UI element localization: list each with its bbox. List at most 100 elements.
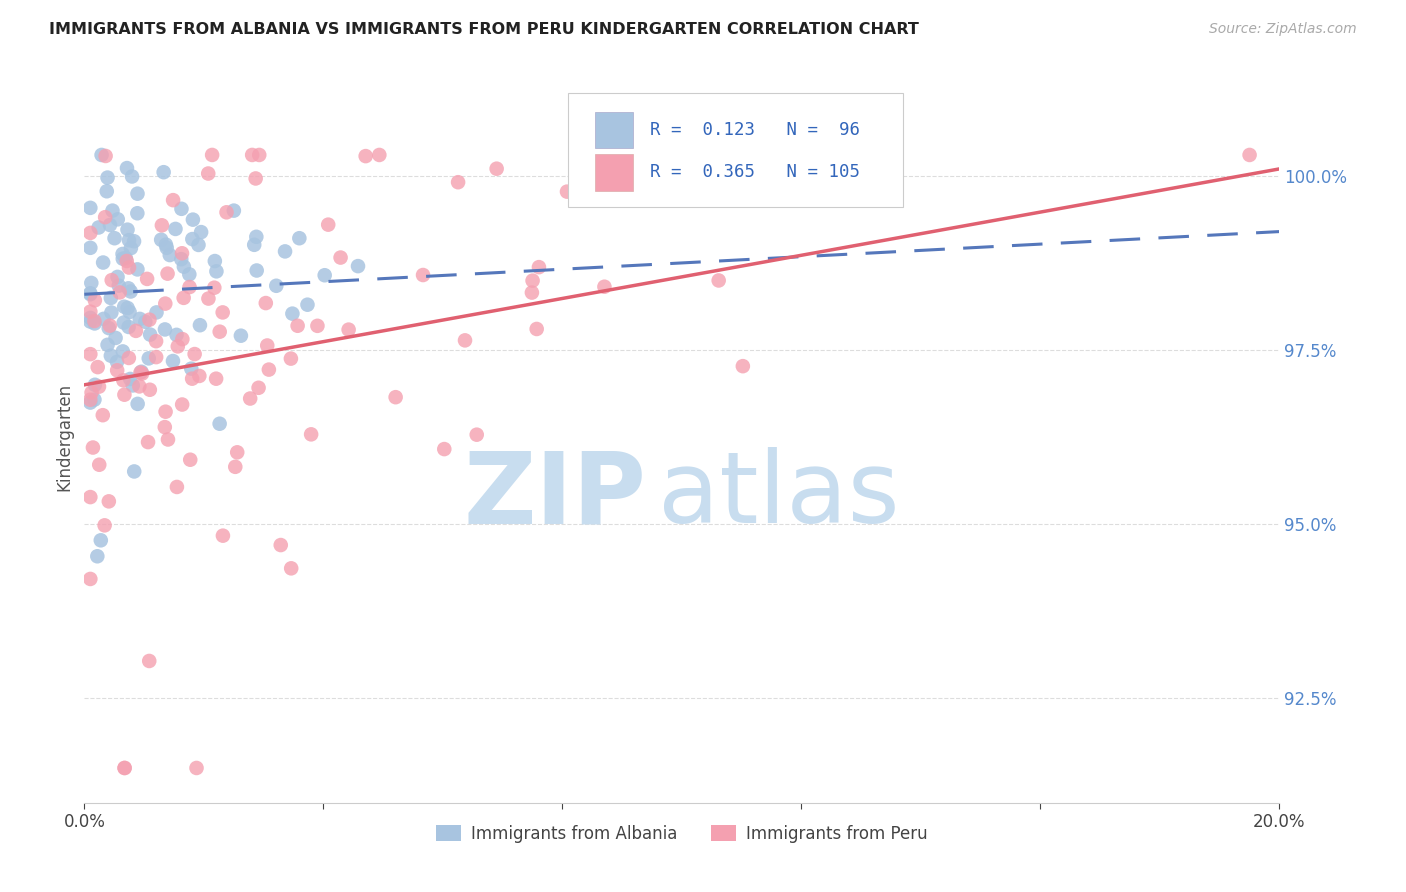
- Point: [127, 206, 149, 220]
- Point: [127, 397, 149, 411]
- Point: [145, 334, 167, 348]
- Point: [79, 201, 101, 215]
- Point: [156, 241, 179, 255]
- Point: [211, 305, 233, 319]
- Point: [166, 339, 188, 353]
- Point: [122, 465, 145, 479]
- Point: [165, 222, 187, 236]
- Point: [121, 378, 143, 392]
- Point: [181, 212, 204, 227]
- Point: [155, 405, 177, 419]
- Point: [79, 241, 101, 255]
- Point: [79, 395, 101, 409]
- Point: [117, 320, 139, 334]
- Point: [245, 229, 267, 244]
- Point: [179, 452, 201, 467]
- Point: [172, 398, 194, 412]
- Text: Source: ZipAtlas.com: Source: ZipAtlas.com: [1209, 22, 1357, 37]
- Point: [138, 654, 160, 668]
- Point: [155, 296, 177, 310]
- Point: [316, 218, 339, 232]
- Point: [156, 433, 179, 447]
- Point: [90, 533, 112, 548]
- Point: [118, 305, 141, 319]
- Point: [270, 538, 292, 552]
- Text: atlas: atlas: [658, 447, 900, 544]
- Point: [111, 252, 134, 266]
- Point: [329, 251, 352, 265]
- Point: [179, 268, 201, 282]
- Point: [108, 285, 131, 300]
- Point: [447, 175, 470, 189]
- Point: [114, 761, 136, 775]
- Point: [593, 279, 616, 293]
- FancyBboxPatch shape: [568, 94, 903, 207]
- Point: [105, 355, 128, 369]
- Point: [107, 278, 129, 293]
- Point: [314, 268, 336, 283]
- Point: [281, 307, 304, 321]
- Point: [170, 252, 193, 267]
- Point: [187, 238, 209, 252]
- Point: [153, 322, 176, 336]
- Point: [256, 338, 278, 352]
- Legend: Immigrants from Albania, Immigrants from Peru: Immigrants from Albania, Immigrants from…: [430, 818, 934, 849]
- Point: [257, 362, 280, 376]
- Point: [243, 237, 266, 252]
- Point: [100, 349, 122, 363]
- Point: [707, 273, 730, 287]
- Point: [112, 300, 135, 314]
- Point: [79, 392, 101, 407]
- Point: [520, 285, 543, 300]
- Point: [107, 269, 129, 284]
- Point: [79, 226, 101, 240]
- Point: [166, 480, 188, 494]
- Point: [111, 247, 134, 261]
- Point: [190, 225, 212, 239]
- Point: [522, 274, 544, 288]
- Point: [139, 383, 162, 397]
- Point: [83, 314, 105, 328]
- Point: [208, 325, 231, 339]
- Point: [79, 287, 101, 301]
- Point: [254, 296, 277, 310]
- Point: [131, 365, 153, 379]
- Point: [150, 233, 173, 247]
- Point: [145, 305, 167, 319]
- Point: [156, 267, 179, 281]
- Point: [128, 379, 150, 393]
- Point: [188, 318, 211, 333]
- Point: [97, 321, 120, 335]
- Point: [731, 359, 754, 373]
- Point: [202, 281, 225, 295]
- Point: [96, 170, 118, 185]
- Point: [83, 392, 105, 407]
- FancyBboxPatch shape: [595, 154, 633, 191]
- Point: [82, 441, 104, 455]
- Point: [79, 572, 101, 586]
- Point: [100, 273, 122, 287]
- Point: [136, 272, 159, 286]
- Point: [212, 529, 235, 543]
- Point: [138, 351, 160, 366]
- Point: [79, 490, 101, 504]
- Point: [162, 193, 184, 207]
- Point: [280, 561, 302, 575]
- Point: [145, 350, 167, 364]
- Point: [555, 185, 578, 199]
- Point: [83, 293, 105, 308]
- Point: [433, 442, 456, 456]
- Point: [208, 417, 231, 431]
- Point: [197, 292, 219, 306]
- Point: [117, 301, 139, 315]
- Point: [79, 310, 101, 325]
- Point: [90, 148, 112, 162]
- Point: [91, 255, 114, 269]
- FancyBboxPatch shape: [595, 112, 633, 148]
- Point: [280, 351, 302, 366]
- Point: [287, 318, 309, 333]
- Point: [117, 281, 139, 295]
- Point: [247, 148, 270, 162]
- Point: [125, 324, 148, 338]
- Point: [87, 379, 110, 393]
